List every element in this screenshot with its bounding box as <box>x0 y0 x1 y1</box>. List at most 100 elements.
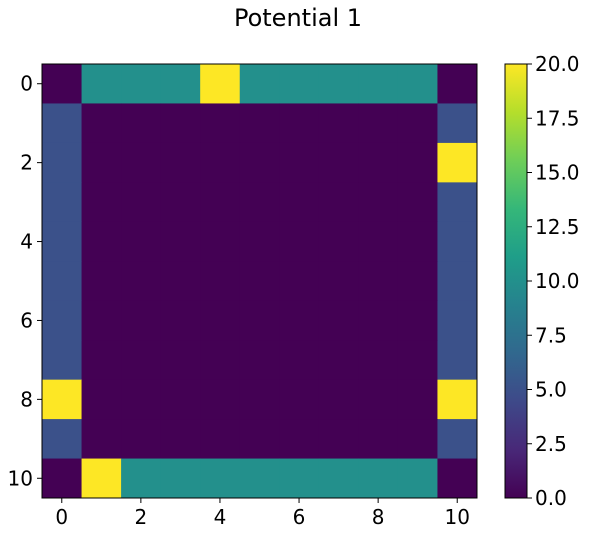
heatmap-cell-r9-c10 <box>437 419 478 460</box>
heatmap-cell-r4-c7 <box>318 221 359 262</box>
heatmap-cell-r6-c0 <box>42 300 83 341</box>
heatmap-cell-r9-c0 <box>42 419 83 460</box>
heatmap-cell-r7-c8 <box>358 340 399 381</box>
heatmap-cell-r3-c10 <box>437 182 478 223</box>
heatmap-cell-r5-c0 <box>42 261 83 302</box>
heatmap-cell-r1-c0 <box>42 103 83 144</box>
heatmap-cell-r9-c3 <box>160 419 201 460</box>
heatmap-cell-r10-c2 <box>121 458 162 499</box>
heatmap-cell-r4-c2 <box>121 221 162 262</box>
heatmap-cell-r8-c4 <box>200 379 241 420</box>
heatmap-cell-r0-c5 <box>239 64 280 104</box>
heatmap-cell-r7-c6 <box>279 340 320 381</box>
heatmap-cell-r5-c8 <box>358 261 399 302</box>
heatmap-cell-r5-c10 <box>437 261 478 302</box>
y-tick-label: 4 <box>20 230 33 254</box>
heatmap-cell-r6-c8 <box>358 300 399 341</box>
heatmap-cell-r10-c10 <box>437 458 478 499</box>
heatmap-cell-r10-c4 <box>200 458 241 499</box>
heatmap-cell-r6-c10 <box>437 300 478 341</box>
heatmap-cell-r2-c5 <box>239 142 280 183</box>
heatmap-cell-r5-c5 <box>239 261 280 302</box>
heatmap-cell-r9-c2 <box>121 419 162 460</box>
heatmap-cell-r0-c1 <box>81 64 122 104</box>
heatmap-cell-r2-c4 <box>200 142 241 183</box>
heatmap-cell-r5-c7 <box>318 261 359 302</box>
heatmap-cell-r9-c1 <box>81 419 122 460</box>
heatmap-cell-r6-c7 <box>318 300 359 341</box>
heatmap-cell-r3-c8 <box>358 182 399 223</box>
heatmap-cell-r4-c9 <box>397 221 438 262</box>
heatmap-cell-r2-c6 <box>279 142 320 183</box>
heatmap-cell-r9-c5 <box>239 419 280 460</box>
heatmap-cell-r10-c5 <box>239 458 280 499</box>
heatmap-cell-r8-c3 <box>160 379 201 420</box>
heatmap-cell-r9-c6 <box>279 419 320 460</box>
heatmap-cell-r2-c9 <box>397 142 438 183</box>
heatmap-cell-r10-c0 <box>42 458 83 499</box>
heatmap-grid <box>42 64 478 499</box>
heatmap-cell-r4-c6 <box>279 221 320 262</box>
heatmap-cell-r2-c7 <box>318 142 359 183</box>
x-tick-label: 0 <box>55 505 68 529</box>
heatmap-cell-r8-c5 <box>239 379 280 420</box>
heatmap-cell-r8-c6 <box>279 379 320 420</box>
heatmap-cell-r10-c7 <box>318 458 359 499</box>
y-tick-label: 2 <box>20 151 33 175</box>
heatmap-cell-r3-c5 <box>239 182 280 223</box>
colorbar-tick-label: 20.0 <box>535 52 580 76</box>
y-axis: 0 2 4 6 8 10 <box>8 72 42 490</box>
x-tick-label: 10 <box>445 505 470 529</box>
heatmap-cell-r3-c4 <box>200 182 241 223</box>
y-tick-label: 0 <box>20 72 33 96</box>
heatmap-cell-r0-c10 <box>437 64 478 104</box>
heatmap-cell-r0-c6 <box>279 64 320 104</box>
heatmap-cell-r6-c6 <box>279 300 320 341</box>
heatmap-cell-r5-c4 <box>200 261 241 302</box>
heatmap-cell-r9-c9 <box>397 419 438 460</box>
heatmap-cell-r1-c7 <box>318 103 359 144</box>
heatmap-cell-r10-c8 <box>358 458 399 499</box>
heatmap-cell-r5-c3 <box>160 261 201 302</box>
heatmap-cell-r2-c0 <box>42 142 83 183</box>
heatmap-cell-r8-c1 <box>81 379 122 420</box>
heatmap-cell-r7-c3 <box>160 340 201 381</box>
heatmap-cell-r8-c2 <box>121 379 162 420</box>
colorbar <box>504 63 528 499</box>
y-tick-label: 10 <box>8 466 33 490</box>
heatmap-cell-r1-c8 <box>358 103 399 144</box>
heatmap-cell-r3-c6 <box>279 182 320 223</box>
heatmap-cell-r8-c0 <box>42 379 83 420</box>
heatmap-cell-r7-c9 <box>397 340 438 381</box>
heatmap-cell-r8-c8 <box>358 379 399 420</box>
heatmap-cell-r1-c9 <box>397 103 438 144</box>
colorbar-tick-label: 5.0 <box>535 378 567 402</box>
heatmap-cell-r6-c2 <box>121 300 162 341</box>
heatmap-cell-r5-c6 <box>279 261 320 302</box>
heatmap-cell-r4-c10 <box>437 221 478 262</box>
colorbar-axis: 0.0 2.5 5.0 7.5 10.0 12.5 15.0 17.5 20.0 <box>527 52 580 510</box>
heatmap-cell-r5-c2 <box>121 261 162 302</box>
heatmap-cell-r0-c7 <box>318 64 359 104</box>
heatmap-cell-r2-c8 <box>358 142 399 183</box>
x-tick-label: 4 <box>214 505 227 529</box>
heatmap-cell-r1-c10 <box>437 103 478 144</box>
heatmap-cell-r7-c2 <box>121 340 162 381</box>
heatmap-cell-r3-c0 <box>42 182 83 223</box>
heatmap-cell-r7-c1 <box>81 340 122 381</box>
heatmap-cell-r6-c3 <box>160 300 201 341</box>
heatmap-frame <box>41 63 478 499</box>
heatmap-cell-r3-c1 <box>81 182 122 223</box>
heatmap-cell-r8-c7 <box>318 379 359 420</box>
heatmap-cell-r7-c0 <box>42 340 83 381</box>
colorbar-tick-label: 12.5 <box>535 215 580 239</box>
heatmap-cell-r0-c2 <box>121 64 162 104</box>
heatmap-cell-r7-c10 <box>437 340 478 381</box>
heatmap-cell-r10-c1 <box>81 458 122 499</box>
heatmap-cell-r5-c9 <box>397 261 438 302</box>
heatmap-cell-r4-c1 <box>81 221 122 262</box>
heatmap-cell-r1-c2 <box>121 103 162 144</box>
heatmap-cell-r1-c6 <box>279 103 320 144</box>
colorbar-tick-label: 7.5 <box>535 323 567 347</box>
heatmap-cell-r1-c5 <box>239 103 280 144</box>
